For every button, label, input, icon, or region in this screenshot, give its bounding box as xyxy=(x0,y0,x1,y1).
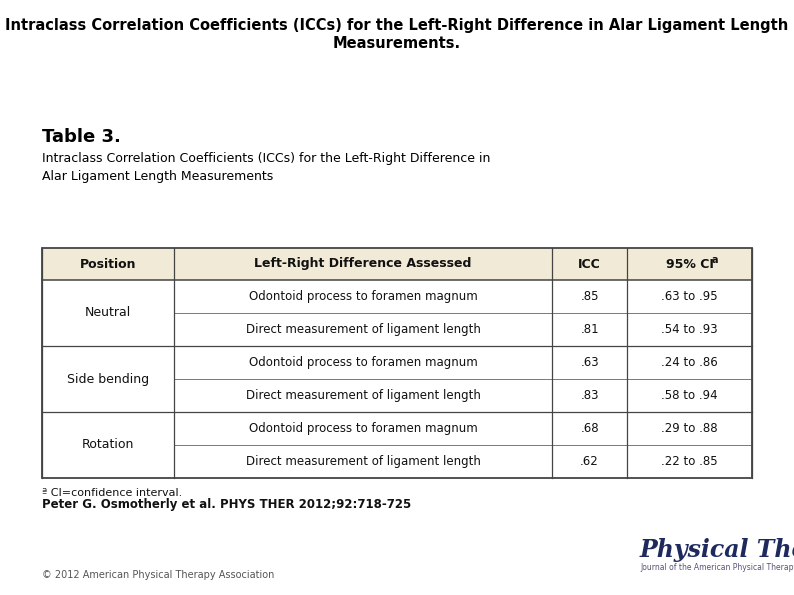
Text: Intraclass Correlation Coefficients (ICCs) for the Left-Right Difference in Alar: Intraclass Correlation Coefficients (ICC… xyxy=(6,18,788,33)
Text: Table 3.: Table 3. xyxy=(42,128,121,146)
Text: Odontoid process to foramen magnum: Odontoid process to foramen magnum xyxy=(249,290,477,303)
Text: ICC: ICC xyxy=(578,258,601,271)
Bar xyxy=(42,346,752,379)
Text: .81: .81 xyxy=(580,323,599,336)
Text: © 2012 American Physical Therapy Association: © 2012 American Physical Therapy Associa… xyxy=(42,570,275,580)
Text: .63 to .95: .63 to .95 xyxy=(661,290,718,303)
Text: Odontoid process to foramen magnum: Odontoid process to foramen magnum xyxy=(249,356,477,369)
Text: .29 to .88: .29 to .88 xyxy=(661,422,718,435)
Text: Position: Position xyxy=(80,258,137,271)
Bar xyxy=(42,379,752,412)
Bar xyxy=(42,280,752,313)
Text: Direct measurement of ligament length: Direct measurement of ligament length xyxy=(245,323,480,336)
Text: Physical Therapy: Physical Therapy xyxy=(640,538,794,562)
Text: .83: .83 xyxy=(580,389,599,402)
Bar xyxy=(42,313,752,346)
Text: Direct measurement of ligament length: Direct measurement of ligament length xyxy=(245,389,480,402)
Bar xyxy=(42,445,752,478)
Text: ª CI=confidence interval.: ª CI=confidence interval. xyxy=(42,488,183,498)
Text: Direct measurement of ligament length: Direct measurement of ligament length xyxy=(245,455,480,468)
Text: Peter G. Osmotherly et al. PHYS THER 2012;92:718-725: Peter G. Osmotherly et al. PHYS THER 201… xyxy=(42,498,411,511)
Text: .22 to .85: .22 to .85 xyxy=(661,455,718,468)
Text: 95% CI: 95% CI xyxy=(665,258,714,271)
Text: a: a xyxy=(712,255,719,265)
Text: Neutral: Neutral xyxy=(85,306,131,320)
Text: Intraclass Correlation Coefficients (ICCs) for the Left-Right Difference in
Alar: Intraclass Correlation Coefficients (ICC… xyxy=(42,152,491,183)
Text: Rotation: Rotation xyxy=(82,439,134,452)
Text: .63: .63 xyxy=(580,356,599,369)
Text: .85: .85 xyxy=(580,290,599,303)
Text: .24 to .86: .24 to .86 xyxy=(661,356,718,369)
Text: .58 to .94: .58 to .94 xyxy=(661,389,718,402)
Text: .68: .68 xyxy=(580,422,599,435)
Text: Journal of the American Physical Therapy Association: Journal of the American Physical Therapy… xyxy=(640,563,794,572)
Bar xyxy=(42,248,752,478)
Text: Side bending: Side bending xyxy=(67,372,149,386)
Text: Odontoid process to foramen magnum: Odontoid process to foramen magnum xyxy=(249,422,477,435)
Text: Left-Right Difference Assessed: Left-Right Difference Assessed xyxy=(254,258,472,271)
Bar xyxy=(42,412,752,445)
Text: .62: .62 xyxy=(580,455,599,468)
Text: .54 to .93: .54 to .93 xyxy=(661,323,718,336)
Text: Measurements.: Measurements. xyxy=(333,36,461,51)
Bar xyxy=(42,248,752,280)
